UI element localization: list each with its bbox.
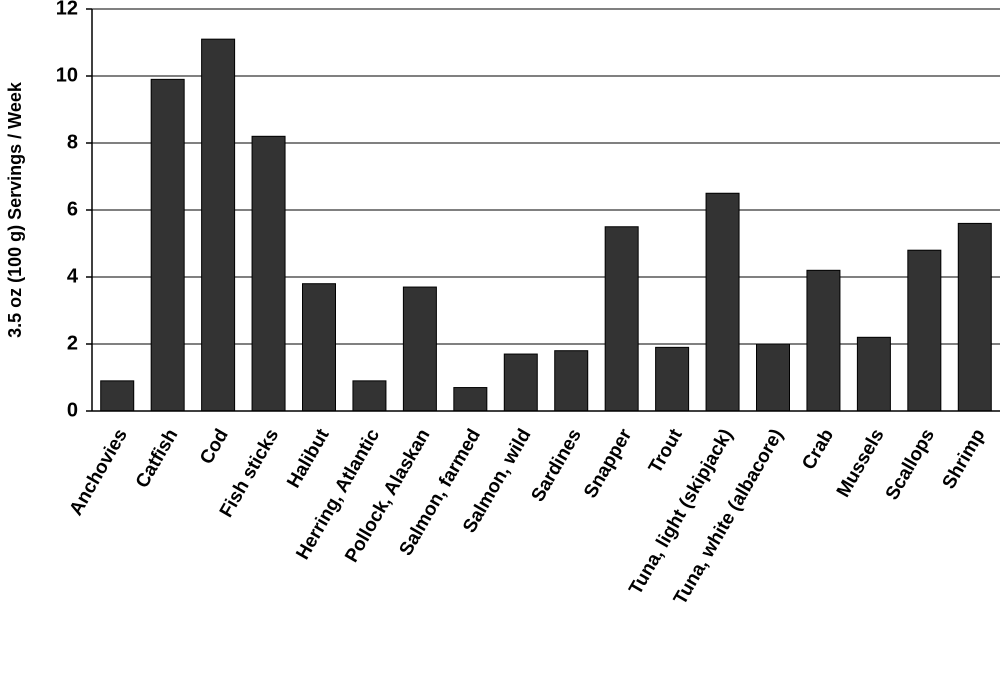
x-tick-label: Trout: [645, 425, 687, 477]
bar: [806, 269, 841, 412]
bar: [150, 78, 185, 412]
x-tick-label: Sardines: [528, 426, 586, 506]
y-tick-label: 6: [67, 198, 78, 220]
bar: [705, 192, 740, 412]
y-axis-title: 3.5 oz (100 g) Servings / Week: [5, 81, 25, 338]
bar: [907, 249, 942, 412]
bar: [554, 350, 589, 412]
bar: [402, 286, 437, 412]
x-tick-label: Catfish: [132, 426, 182, 492]
bar: [251, 135, 286, 412]
bar: [604, 226, 639, 412]
x-tick-label: Scallops: [882, 426, 939, 504]
x-tick-label: Anchovies: [66, 426, 132, 520]
bar: [856, 336, 891, 412]
y-tick-label: 8: [67, 131, 78, 153]
y-tick-label: 4: [67, 265, 79, 287]
x-tick-label: Mussels: [833, 426, 889, 501]
x-tick-label: Crab: [798, 426, 838, 474]
bar: [100, 380, 135, 412]
x-tick-label: Snapper: [580, 425, 636, 502]
bar: [503, 353, 538, 412]
bar: [453, 387, 488, 412]
y-tick-label: 12: [56, 0, 78, 19]
x-tick-label: Cod: [196, 426, 233, 468]
x-tick-label: Halibut: [283, 425, 334, 492]
y-tick-label: 0: [67, 399, 78, 421]
bar: [957, 222, 992, 412]
bar: [756, 343, 790, 412]
y-tick-label: 10: [56, 64, 78, 86]
y-tick-label: 2: [67, 332, 78, 354]
bar: [201, 38, 236, 412]
bar: [655, 346, 690, 412]
bar: [352, 380, 387, 412]
bar: [302, 283, 336, 412]
x-tick-label: Shrimp: [939, 426, 990, 493]
